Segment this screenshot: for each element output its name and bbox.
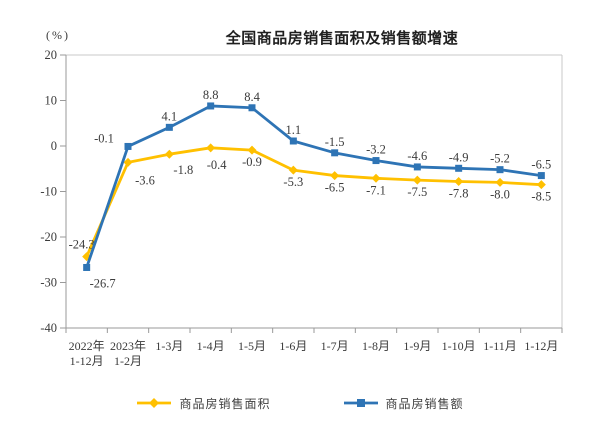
data-point-marker [455, 164, 463, 172]
data-point-marker [248, 104, 256, 112]
y-tick-label: 10 [45, 94, 58, 108]
data-point-label: 8.4 [244, 90, 260, 104]
chart-title: 全国商品房销售面积及销售额增速 [225, 31, 459, 47]
x-tick-label: 1-3月 [155, 339, 183, 353]
y-tick-label: -20 [40, 230, 57, 244]
data-point-marker [124, 142, 132, 150]
chart-legend: 商品房销售面积 商品房销售额 [0, 392, 600, 414]
data-point-label: -6.5 [325, 181, 345, 195]
x-tick-label: 1-11月 [483, 339, 517, 353]
data-point-marker [330, 171, 340, 181]
data-point-label: -5.3 [283, 175, 303, 189]
y-tick-label: 20 [45, 48, 58, 62]
y-tick-label: -30 [40, 276, 57, 290]
data-point-label: -5.2 [490, 152, 510, 166]
data-point-marker [165, 123, 173, 131]
data-point-label: -26.7 [90, 276, 116, 290]
data-point-label: -4.9 [449, 150, 469, 164]
y-tick-label: -40 [40, 321, 57, 335]
x-tick-label: 1-5月 [238, 339, 266, 353]
data-point-label: 1.1 [286, 123, 302, 137]
x-tick-label: 1-8月 [362, 339, 390, 353]
y-tick-label: 0 [51, 139, 57, 153]
x-tick-label: 1-10月 [442, 339, 476, 353]
legend-marker-sales-area-icon [137, 398, 172, 408]
data-point-marker [454, 176, 464, 186]
data-point-marker [536, 180, 546, 190]
data-point-marker [123, 157, 133, 167]
data-point-label: 4.1 [162, 109, 178, 123]
data-point-marker [413, 163, 421, 171]
data-point-marker [371, 173, 381, 183]
data-point-label: -7.1 [366, 183, 386, 197]
data-point-marker [331, 149, 339, 157]
data-point-marker [207, 102, 215, 110]
y-tick-label: -10 [40, 185, 57, 199]
series-line-1 [85, 104, 542, 268]
data-point-marker [412, 175, 422, 185]
data-point-label: -24.3 [69, 238, 95, 252]
data-point-marker [247, 145, 257, 155]
x-tick-label: 1-6月 [279, 339, 307, 353]
data-point-label: -4.6 [407, 149, 427, 163]
legend-label-sales-value: 商品房销售额 [385, 396, 464, 411]
data-point-marker [288, 165, 298, 175]
x-tick-label: 1-12月 [524, 339, 558, 353]
data-point-label: -7.5 [407, 185, 427, 199]
data-point-marker [537, 172, 545, 180]
data-point-label: -8.0 [490, 187, 510, 201]
x-tick-label: 1-7月 [321, 339, 349, 353]
x-tick-label: 1-4月 [197, 339, 225, 353]
data-point-label: -7.8 [449, 186, 469, 200]
data-point-label: -0.4 [207, 158, 228, 172]
x-tick-label: 2023年 [110, 339, 146, 353]
series-line-0 [85, 146, 542, 258]
legend-item-sales-value: 商品房销售额 [343, 395, 464, 412]
legend-marker-sales-value-icon [343, 399, 378, 407]
data-point-label: 8.8 [203, 88, 219, 102]
data-point-marker [206, 143, 216, 153]
x-tick-label: 2022年 [69, 339, 105, 353]
data-point-label: -3.2 [366, 143, 386, 157]
data-point-marker [83, 263, 91, 271]
data-point-marker [495, 177, 505, 187]
data-point-marker [289, 137, 297, 145]
data-point-label: -0.9 [242, 155, 262, 169]
data-point-marker [372, 157, 380, 165]
data-point-label: -3.6 [135, 173, 155, 187]
data-point-label: -8.5 [531, 190, 551, 204]
legend-item-sales-area: 商品房销售面积 [136, 395, 270, 412]
data-point-label: -0.1 [94, 131, 114, 145]
y-axis-unit-label: (%) [46, 28, 70, 42]
legend-label-sales-area: 商品房销售面积 [179, 396, 271, 411]
data-point-marker [496, 166, 504, 174]
x-tick-label: 1-9月 [403, 339, 431, 353]
data-point-label: -1.5 [325, 135, 345, 149]
x-tick-label: 1-12月 [70, 354, 104, 368]
data-point-marker [164, 149, 174, 159]
x-tick-label: 1-2月 [114, 354, 142, 368]
data-point-label: -6.5 [531, 158, 551, 172]
data-point-label: -1.8 [173, 163, 193, 177]
